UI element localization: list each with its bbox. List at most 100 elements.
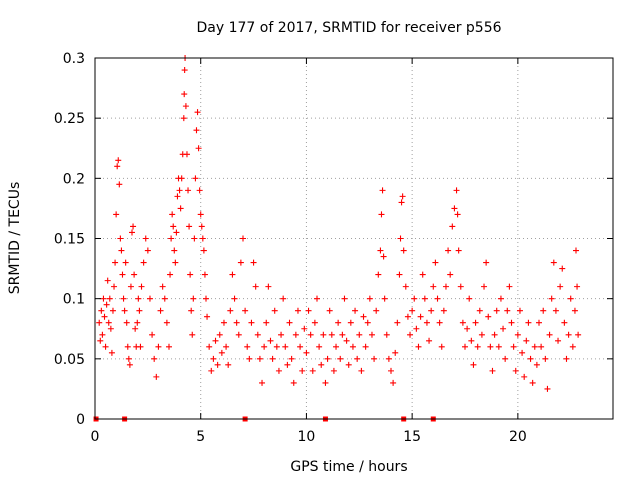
data-point bbox=[337, 355, 344, 362]
data-point bbox=[500, 325, 507, 332]
data-point bbox=[149, 331, 156, 338]
data-point bbox=[571, 307, 578, 314]
data-point bbox=[109, 307, 116, 314]
data-point bbox=[198, 223, 205, 230]
data-point bbox=[434, 295, 441, 302]
data-point bbox=[470, 361, 477, 368]
data-point bbox=[183, 151, 190, 158]
data-point bbox=[197, 211, 204, 218]
data-point bbox=[186, 223, 193, 230]
data-point bbox=[341, 295, 348, 302]
data-point bbox=[430, 283, 437, 290]
data-point bbox=[438, 343, 445, 350]
data-point bbox=[240, 235, 246, 242]
data-point bbox=[326, 307, 333, 314]
data-point bbox=[345, 361, 352, 368]
data-point bbox=[134, 319, 141, 326]
data-point bbox=[185, 187, 192, 194]
data-point bbox=[440, 307, 447, 314]
data-point bbox=[104, 277, 111, 284]
data-point bbox=[394, 319, 401, 326]
data-point bbox=[195, 145, 202, 152]
data-point bbox=[204, 313, 211, 320]
data-point bbox=[316, 343, 323, 350]
data-point bbox=[432, 259, 439, 266]
data-point bbox=[529, 379, 536, 386]
data-point bbox=[307, 331, 314, 338]
data-point bbox=[203, 295, 209, 302]
data-point bbox=[167, 271, 174, 278]
data-point bbox=[192, 175, 199, 182]
data-point bbox=[366, 295, 373, 302]
data-point bbox=[278, 331, 285, 338]
data-point bbox=[392, 349, 399, 356]
data-point bbox=[181, 67, 188, 74]
data-point bbox=[290, 379, 297, 386]
data-point bbox=[385, 355, 392, 362]
data-point bbox=[138, 283, 145, 290]
data-point bbox=[206, 343, 213, 350]
data-point bbox=[212, 337, 219, 344]
data-point bbox=[349, 343, 356, 350]
data-point bbox=[131, 271, 138, 278]
data-point bbox=[472, 319, 479, 326]
data-point bbox=[397, 235, 404, 242]
data-point bbox=[504, 307, 511, 314]
data-point bbox=[540, 307, 547, 314]
data-point bbox=[574, 283, 581, 290]
y-tick-label: 0.1 bbox=[63, 292, 85, 308]
data-point bbox=[263, 319, 270, 326]
data-point bbox=[328, 331, 335, 338]
data-point bbox=[297, 343, 304, 350]
data-point bbox=[107, 325, 114, 332]
data-point bbox=[333, 343, 340, 350]
data-point bbox=[335, 319, 342, 326]
data-point bbox=[259, 379, 266, 386]
data-point bbox=[324, 355, 331, 362]
data-point bbox=[180, 115, 187, 122]
data-point bbox=[265, 283, 272, 290]
data-point bbox=[364, 319, 371, 326]
data-point bbox=[117, 235, 124, 242]
data-point bbox=[322, 379, 329, 386]
data-point bbox=[352, 307, 359, 314]
data-point bbox=[474, 343, 481, 350]
data-point bbox=[188, 307, 195, 314]
data-point bbox=[330, 367, 337, 374]
data-point bbox=[514, 331, 521, 338]
data-point bbox=[132, 325, 139, 332]
data-point bbox=[375, 271, 382, 278]
data-point bbox=[218, 349, 225, 356]
data-point bbox=[368, 331, 375, 338]
chart-title: Day 177 of 2017, SRMTID for receiver p55… bbox=[196, 20, 501, 36]
data-point bbox=[237, 259, 244, 266]
data-point bbox=[190, 295, 197, 302]
data-point bbox=[208, 367, 215, 374]
data-point bbox=[538, 343, 545, 350]
data-point bbox=[519, 349, 526, 356]
data-point bbox=[284, 361, 291, 368]
data-point bbox=[476, 307, 483, 314]
data-point bbox=[378, 211, 385, 218]
data-point bbox=[223, 343, 230, 350]
data-point bbox=[177, 205, 184, 212]
data-point bbox=[275, 367, 282, 374]
data-point bbox=[421, 295, 428, 302]
data-point bbox=[118, 247, 125, 254]
data-point bbox=[563, 355, 570, 362]
data-point bbox=[176, 187, 183, 194]
y-axis-label: SRMTID / TECUs bbox=[7, 182, 23, 295]
data-point bbox=[399, 193, 406, 200]
data-point bbox=[191, 235, 198, 242]
y-tick-label: 0.25 bbox=[54, 111, 85, 127]
data-point bbox=[565, 331, 572, 338]
data-point bbox=[231, 295, 238, 302]
data-point bbox=[521, 373, 528, 380]
data-point bbox=[157, 307, 164, 314]
y-tick-label: 0.15 bbox=[54, 232, 85, 248]
data-point bbox=[129, 229, 135, 236]
data-point bbox=[174, 193, 181, 200]
data-point bbox=[248, 319, 255, 326]
